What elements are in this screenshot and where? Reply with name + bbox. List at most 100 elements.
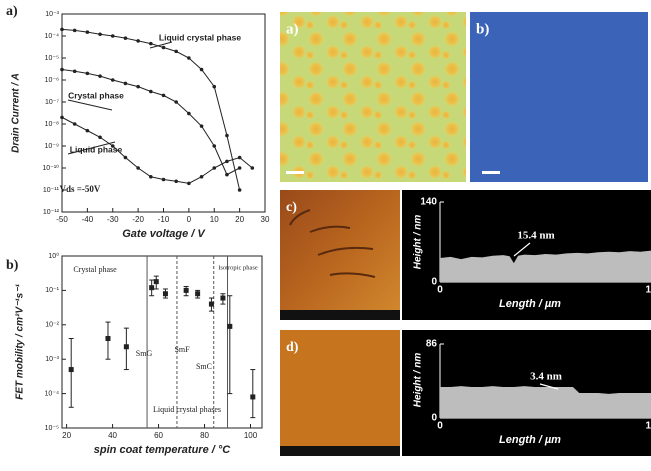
series-label: Liquid phase xyxy=(70,144,123,154)
data-point xyxy=(124,156,128,160)
x-tick-label: 10 xyxy=(645,285,651,296)
micrograph-b xyxy=(470,12,648,182)
annotation: 15.4 nm xyxy=(517,230,554,242)
x-tick-label: 60 xyxy=(154,431,163,440)
data-point xyxy=(187,56,191,60)
panel-label: b) xyxy=(6,258,19,273)
panel-label: c) xyxy=(286,200,297,215)
annotation: Vds =-50V xyxy=(60,184,101,194)
data-point xyxy=(149,42,153,46)
data-point xyxy=(200,68,204,72)
series-label: Crystal phase xyxy=(68,90,124,100)
x-tick-label: 40 xyxy=(108,431,117,440)
data-point xyxy=(238,156,242,160)
data-point xyxy=(163,291,168,296)
annotation: SmC xyxy=(196,362,212,371)
data-point xyxy=(212,144,216,148)
data-point xyxy=(98,74,102,78)
y-axis-label: Height / nm xyxy=(413,215,424,270)
annotation: Crystal phase xyxy=(73,265,117,274)
scale-bar xyxy=(482,171,500,174)
y-axis-label: Drain Current / A xyxy=(11,73,22,153)
data-point xyxy=(149,90,153,94)
annotation: SmG xyxy=(136,349,153,358)
y-tick-label: 10⁻² xyxy=(45,322,59,329)
data-point xyxy=(227,324,232,329)
data-point xyxy=(225,173,229,177)
x-tick-label: 10 xyxy=(210,215,219,224)
x-axis-label: Length / µm xyxy=(499,298,561,310)
data-point xyxy=(162,94,166,98)
x-tick-label: 20 xyxy=(235,215,244,224)
y-axis-label: Height / nm xyxy=(413,353,424,408)
x-tick-label: 80 xyxy=(200,431,209,440)
data-point xyxy=(124,36,128,40)
data-point xyxy=(69,367,74,372)
data-point xyxy=(174,100,178,104)
data-point xyxy=(60,68,64,72)
x-tick-label: -40 xyxy=(82,215,94,224)
data-point xyxy=(225,134,229,138)
figure: a) b) a)10⁻¹²10⁻¹¹10⁻¹⁰10⁻⁹10⁻⁸10⁻⁷10⁻⁶1… xyxy=(0,0,651,471)
data-point xyxy=(60,28,64,32)
scale-bar xyxy=(286,171,304,174)
x-axis-label: spin coat temperature / °C xyxy=(94,444,231,456)
y-tick-label: 140 xyxy=(420,197,437,208)
data-point xyxy=(86,30,90,34)
y-tick-label: 10⁻⁴ xyxy=(45,33,60,40)
annotation: SmF xyxy=(174,345,190,354)
data-point xyxy=(162,178,166,182)
series-label: Liquid crystal phase xyxy=(159,32,241,42)
y-tick-label: 10⁻¹⁰ xyxy=(42,164,59,172)
data-line xyxy=(62,29,240,190)
data-point xyxy=(105,336,110,341)
afm-image xyxy=(280,190,400,320)
x-tick-label: 0 xyxy=(437,285,443,296)
data-point xyxy=(124,82,128,86)
x-tick-label: -20 xyxy=(132,215,144,224)
x-tick-label: 0 xyxy=(187,215,192,224)
data-point xyxy=(187,112,191,116)
y-tick-label: 10⁻⁷ xyxy=(45,99,59,106)
data-point xyxy=(195,291,200,296)
x-tick-label: 30 xyxy=(261,215,270,224)
y-tick-label: 10⁻³ xyxy=(45,356,59,363)
data-point xyxy=(184,288,189,293)
data-point xyxy=(98,32,102,36)
afm-footer xyxy=(280,310,400,320)
data-point xyxy=(136,85,140,89)
y-tick-label: 10⁻¹ xyxy=(45,287,59,294)
x-tick-label: 10 xyxy=(645,421,651,432)
data-point xyxy=(86,72,90,76)
y-tick-label: 10⁻⁹ xyxy=(45,143,59,150)
data-point xyxy=(174,50,178,54)
x-tick-label: 0 xyxy=(437,421,443,432)
annotation: Isotropic phase xyxy=(218,264,258,271)
data-point xyxy=(200,175,204,179)
x-tick-label: -50 xyxy=(56,215,68,224)
data-point xyxy=(73,69,77,73)
data-point xyxy=(124,344,129,349)
data-point xyxy=(111,78,115,82)
y-tick-label: 10⁰ xyxy=(48,252,59,260)
data-point xyxy=(200,124,204,128)
panel-label: a) xyxy=(286,21,299,37)
data-point xyxy=(154,279,159,284)
data-point xyxy=(251,166,255,170)
data-point xyxy=(250,394,255,399)
data-point xyxy=(86,129,90,133)
data-point xyxy=(238,166,242,170)
data-point xyxy=(136,166,140,170)
data-point xyxy=(212,85,216,89)
y-tick-label: 86 xyxy=(426,339,438,350)
data-point xyxy=(174,179,178,183)
x-tick-label: 20 xyxy=(62,431,71,440)
data-point xyxy=(225,160,229,164)
data-point xyxy=(111,34,115,38)
data-point xyxy=(162,46,166,50)
panel-label: b) xyxy=(476,21,489,37)
y-axis-label: FET mobility / cm²V⁻¹s⁻¹ xyxy=(15,284,26,400)
data-point xyxy=(238,188,242,192)
series-arrow xyxy=(68,100,112,110)
plot-frame xyxy=(62,14,265,212)
